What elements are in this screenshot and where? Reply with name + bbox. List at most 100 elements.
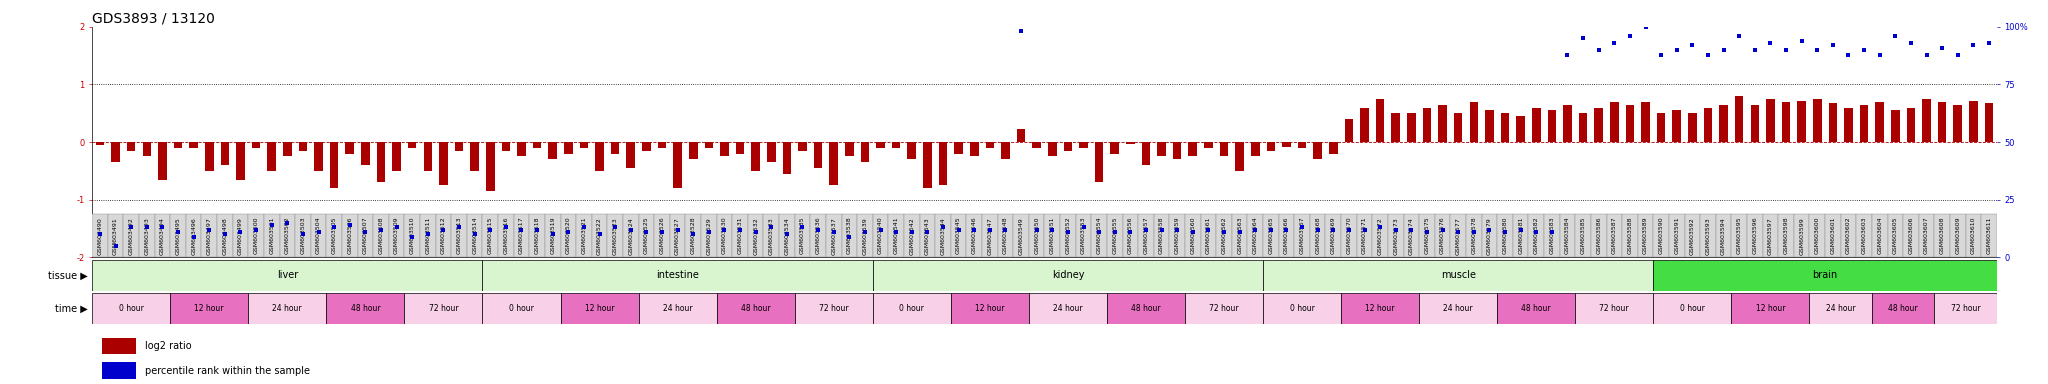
Bar bbox=[174, 142, 182, 148]
Bar bbox=[1016, 129, 1026, 142]
Bar bbox=[563, 142, 573, 154]
Text: GSM603607: GSM603607 bbox=[1923, 217, 1929, 255]
Bar bbox=[688, 142, 698, 159]
Point bbox=[739, 229, 772, 235]
Point bbox=[1114, 229, 1147, 235]
Bar bbox=[1985, 103, 1993, 142]
FancyBboxPatch shape bbox=[592, 214, 608, 257]
Text: GSM603595: GSM603595 bbox=[1737, 217, 1741, 255]
Bar bbox=[1657, 113, 1665, 142]
Text: GSM603545: GSM603545 bbox=[956, 217, 961, 255]
Bar bbox=[1810, 293, 1872, 324]
Bar bbox=[102, 338, 135, 354]
Text: GSM603513: GSM603513 bbox=[457, 217, 461, 255]
FancyBboxPatch shape bbox=[1153, 214, 1169, 257]
Text: GSM603568: GSM603568 bbox=[1315, 217, 1321, 255]
Bar bbox=[502, 142, 510, 151]
Point bbox=[1769, 47, 1802, 53]
FancyBboxPatch shape bbox=[997, 214, 1014, 257]
Text: GSM603525: GSM603525 bbox=[643, 217, 649, 255]
Bar bbox=[1106, 293, 1186, 324]
Bar bbox=[1032, 142, 1040, 148]
Bar bbox=[1204, 142, 1212, 148]
Bar bbox=[1438, 104, 1446, 142]
FancyBboxPatch shape bbox=[1044, 214, 1061, 257]
Bar bbox=[846, 142, 854, 157]
Text: GSM603528: GSM603528 bbox=[690, 217, 696, 255]
Bar bbox=[1575, 293, 1653, 324]
Bar bbox=[1391, 113, 1401, 142]
Text: 12 hour: 12 hour bbox=[975, 304, 1006, 313]
Text: GSM603536: GSM603536 bbox=[815, 217, 821, 255]
FancyBboxPatch shape bbox=[467, 214, 483, 257]
Bar bbox=[518, 142, 526, 157]
Point bbox=[598, 224, 631, 230]
FancyBboxPatch shape bbox=[1106, 214, 1122, 257]
FancyBboxPatch shape bbox=[1481, 214, 1497, 257]
Bar bbox=[782, 142, 791, 174]
Bar bbox=[639, 293, 717, 324]
Bar bbox=[829, 142, 838, 185]
Bar bbox=[127, 142, 135, 151]
Text: GSM603594: GSM603594 bbox=[1720, 217, 1726, 255]
Bar bbox=[1798, 101, 1806, 142]
Bar bbox=[1110, 142, 1118, 154]
Bar bbox=[877, 142, 885, 148]
Point bbox=[1708, 47, 1741, 53]
Point bbox=[1130, 227, 1163, 233]
FancyBboxPatch shape bbox=[403, 214, 420, 257]
FancyBboxPatch shape bbox=[1855, 214, 1872, 257]
FancyBboxPatch shape bbox=[123, 214, 139, 257]
Bar bbox=[580, 142, 588, 148]
Bar bbox=[483, 293, 561, 324]
FancyBboxPatch shape bbox=[326, 214, 342, 257]
Point bbox=[1411, 229, 1444, 235]
FancyBboxPatch shape bbox=[950, 214, 967, 257]
Text: GSM603555: GSM603555 bbox=[1112, 217, 1118, 255]
FancyBboxPatch shape bbox=[700, 214, 717, 257]
Point bbox=[256, 222, 289, 228]
Text: GSM603534: GSM603534 bbox=[784, 217, 788, 255]
Bar bbox=[326, 293, 403, 324]
Bar bbox=[907, 142, 915, 159]
Text: GSM603516: GSM603516 bbox=[504, 217, 508, 255]
Point bbox=[223, 229, 256, 235]
Bar bbox=[1407, 113, 1415, 142]
Text: 48 hour: 48 hour bbox=[1130, 304, 1161, 313]
Point bbox=[692, 229, 725, 235]
Point bbox=[395, 233, 428, 240]
Text: GSM603592: GSM603592 bbox=[1690, 217, 1696, 255]
FancyBboxPatch shape bbox=[825, 214, 842, 257]
Point bbox=[1628, 24, 1661, 30]
Bar bbox=[1860, 104, 1868, 142]
Text: GSM603578: GSM603578 bbox=[1470, 217, 1477, 255]
Point bbox=[1503, 227, 1536, 233]
FancyBboxPatch shape bbox=[1686, 214, 1700, 257]
Point bbox=[801, 227, 834, 233]
Text: GSM603572: GSM603572 bbox=[1378, 217, 1382, 255]
Point bbox=[473, 227, 506, 233]
Point bbox=[1425, 227, 1458, 233]
FancyBboxPatch shape bbox=[639, 214, 653, 257]
Bar bbox=[1188, 142, 1198, 157]
Text: GSM603601: GSM603601 bbox=[1831, 217, 1835, 255]
Point bbox=[1395, 227, 1427, 233]
Text: GSM603566: GSM603566 bbox=[1284, 217, 1288, 255]
Bar bbox=[143, 142, 152, 157]
FancyBboxPatch shape bbox=[1747, 214, 1763, 257]
FancyBboxPatch shape bbox=[264, 214, 279, 257]
Bar bbox=[1610, 102, 1618, 142]
Bar bbox=[860, 142, 868, 162]
Text: GSM603547: GSM603547 bbox=[987, 217, 993, 255]
Point bbox=[162, 229, 195, 235]
FancyBboxPatch shape bbox=[1825, 214, 1841, 257]
Point bbox=[1473, 227, 1505, 233]
Text: GSM603492: GSM603492 bbox=[129, 217, 133, 255]
Bar bbox=[111, 142, 121, 162]
Bar bbox=[1423, 108, 1432, 142]
FancyBboxPatch shape bbox=[1122, 214, 1139, 257]
Text: GSM603506: GSM603506 bbox=[348, 217, 352, 255]
Bar bbox=[1704, 108, 1712, 142]
Point bbox=[1894, 40, 1927, 46]
Point bbox=[1208, 229, 1241, 235]
